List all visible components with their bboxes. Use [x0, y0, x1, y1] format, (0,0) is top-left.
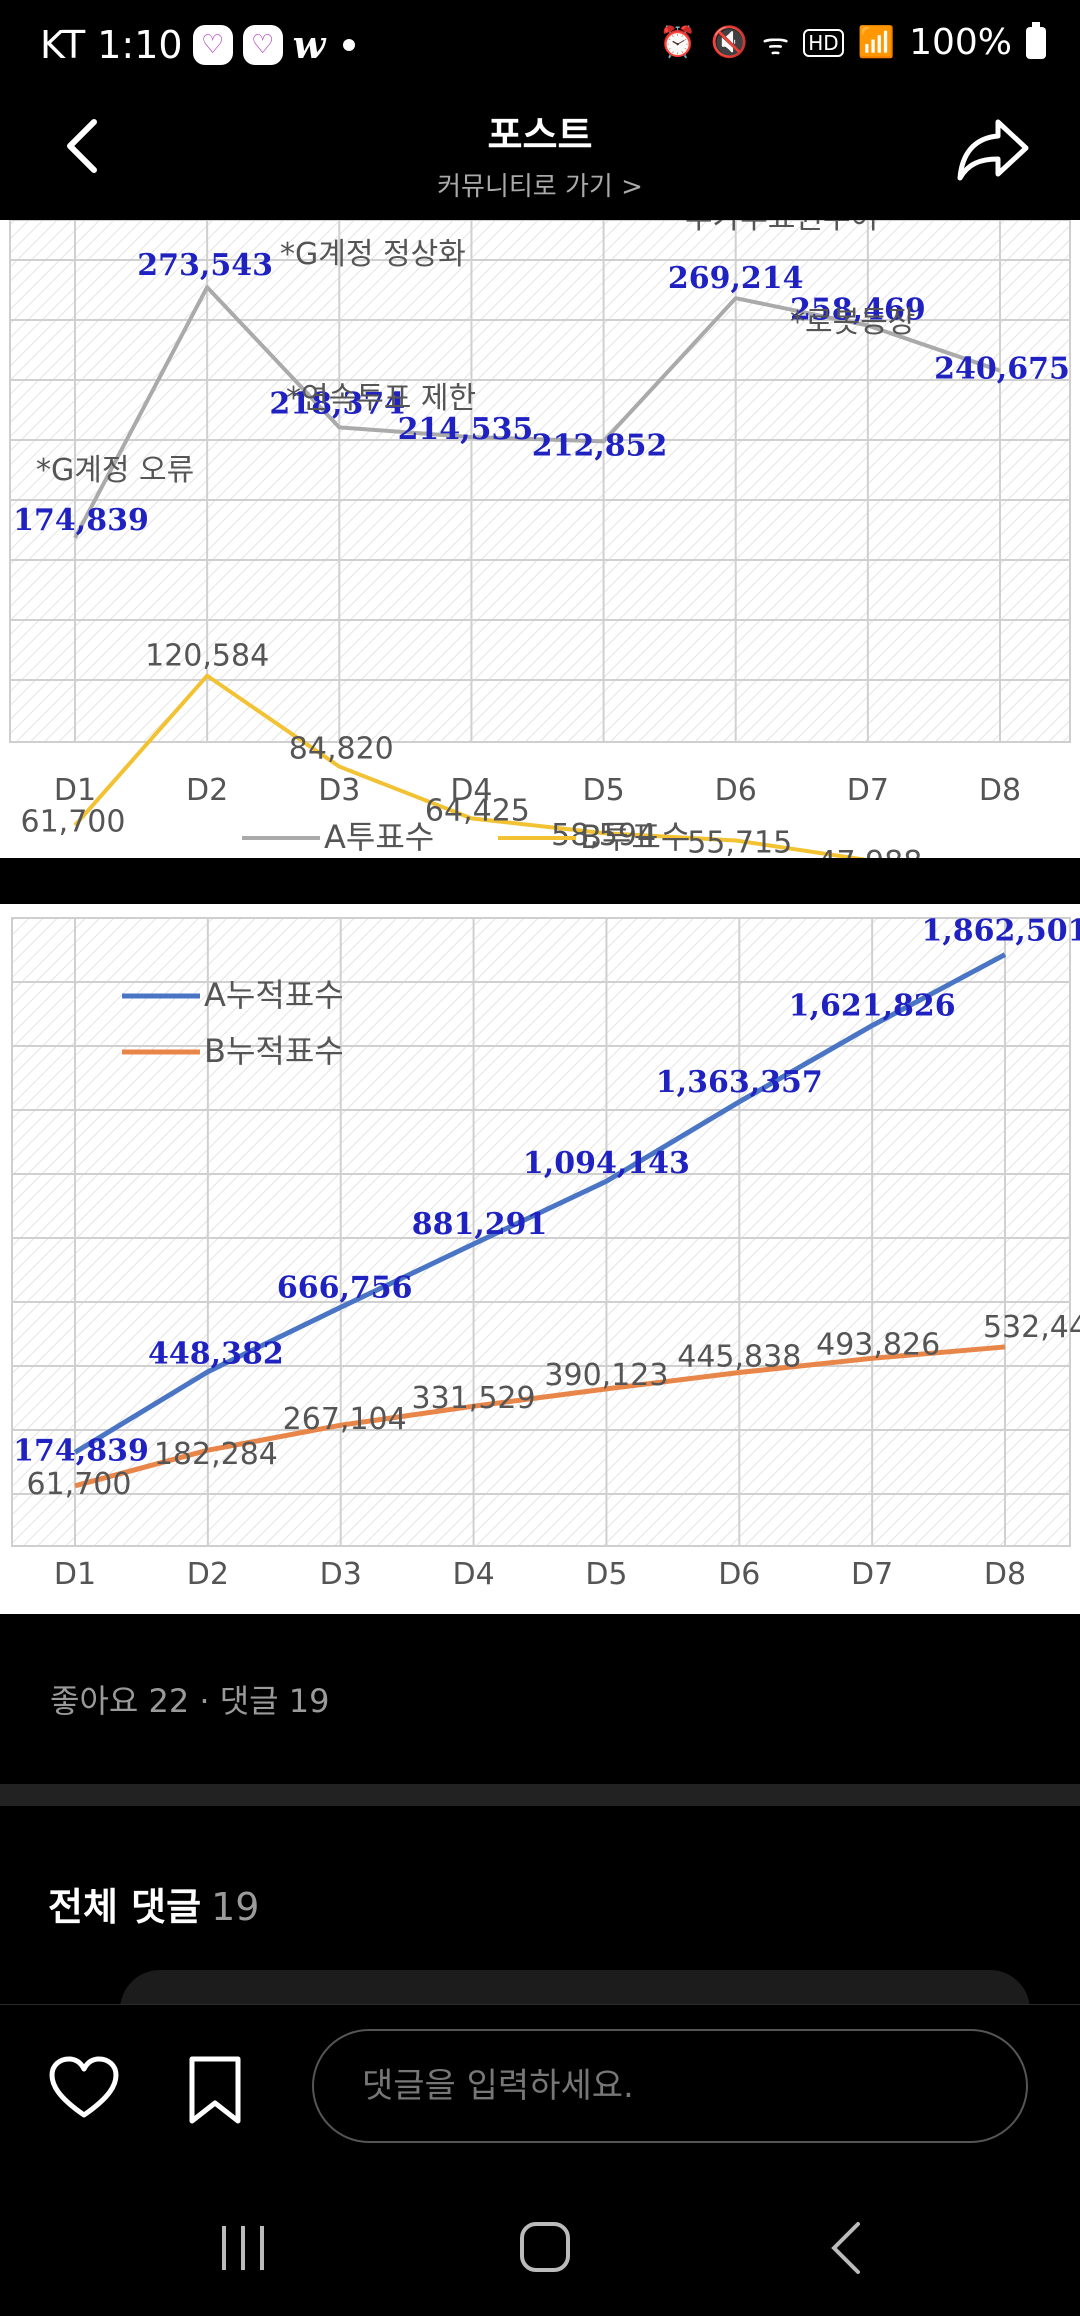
data-label-b: 61,700	[27, 1467, 132, 1502]
data-label-a: 448,382	[148, 1337, 284, 1372]
x-tick-label: D3	[320, 1557, 362, 1592]
x-tick-label: D5	[582, 773, 624, 808]
comment-input[interactable]	[312, 2029, 1028, 2143]
comments-title: 전체 댓글	[48, 1885, 202, 1929]
data-label-a: 1,621,826	[789, 989, 956, 1024]
annotation-g-error: *G계정 오류	[36, 453, 194, 488]
data-label-a: 174,839	[13, 503, 149, 538]
data-label-b: 55,715	[687, 825, 792, 858]
data-label-a: 666,756	[277, 1270, 413, 1305]
heart-icon[interactable]	[48, 2053, 120, 2125]
status-left: KT 1:10 ♡ ♡ w	[40, 22, 356, 67]
data-label-b: 493,826	[816, 1327, 940, 1362]
status-bar: KT 1:10 ♡ ♡ w ⏰ 🔇 ᯤ HD 📶 100%	[0, 0, 1080, 96]
x-tick-label: D1	[54, 773, 96, 808]
nav-back-icon[interactable]	[826, 2220, 866, 2276]
annotation-robot: *로봇등장	[790, 305, 915, 340]
home-icon[interactable]	[518, 2220, 572, 2274]
data-label-a: 218,374	[269, 386, 405, 421]
data-label-b: 84,820	[289, 732, 394, 767]
x-tick-label: D4	[452, 1557, 494, 1592]
x-tick-label: D7	[847, 773, 889, 808]
series-line-a	[73, 285, 1001, 539]
data-label-a: 214,535	[398, 412, 534, 447]
data-label-a: 1,094,143	[523, 1146, 690, 1181]
signal-icon: 📶	[857, 25, 896, 60]
w-app-icon: w	[292, 22, 326, 67]
data-label-a: 240,675	[934, 352, 1070, 387]
data-label-b: 445,838	[677, 1339, 801, 1374]
data-label-a: 212,852	[532, 428, 668, 463]
series-line-a	[73, 952, 1007, 1455]
x-tick-label: D8	[984, 1557, 1026, 1592]
x-tick-label: D8	[979, 773, 1021, 808]
annotation-limit: *연속투표 제한	[286, 381, 476, 416]
page-title: 포스트	[487, 113, 593, 157]
comments-count: 19	[211, 1885, 260, 1929]
cumulative-votes-chart: 174,839 448,382 666,756 881,291 1,094,143 1,3…	[0, 904, 1080, 1614]
alarm-icon: ⏰	[659, 25, 697, 60]
x-tick-label: D2	[187, 1557, 229, 1592]
hd-icon: HD	[803, 28, 844, 57]
back-arrow-icon[interactable]	[56, 116, 116, 176]
x-tick-label: D3	[318, 773, 360, 808]
data-label-b: 64,425	[425, 793, 530, 828]
recent-apps-icon[interactable]	[218, 2222, 268, 2274]
data-label-b: 532,440	[983, 1310, 1080, 1345]
share-icon[interactable]	[954, 114, 1032, 184]
legend-b-label: B투표수	[580, 818, 690, 856]
annotation-extra-vote: 추가투표권부여	[685, 220, 878, 236]
notification-dot-icon	[343, 38, 356, 51]
data-label-a: 269,214	[668, 261, 804, 296]
system-nav-bar	[0, 2184, 1080, 2316]
series-line-b	[74, 1344, 1006, 1489]
data-label-a: 1,363,357	[656, 1065, 823, 1100]
section-divider	[0, 1784, 1080, 1806]
data-label-a: 273,543	[137, 248, 273, 283]
carrier-time: KT 1:10	[40, 22, 183, 67]
data-label-b: 120,584	[145, 639, 269, 674]
x-tick-label: D2	[186, 773, 228, 808]
data-label-b: 331,529	[412, 1381, 536, 1416]
data-label-b: 61,700	[21, 804, 126, 839]
plot-area	[11, 917, 1071, 1547]
bookmark-icon[interactable]	[182, 2055, 248, 2125]
x-tick-label: D6	[718, 1557, 760, 1592]
data-label-b: 182,284	[154, 1437, 278, 1472]
data-label-b: 267,104	[283, 1402, 407, 1437]
legend-a-label: A투표수	[324, 818, 434, 856]
heart-app-icon: ♡	[192, 24, 233, 65]
community-link[interactable]: 커뮤니티로 가기 >	[437, 172, 643, 202]
x-tick-label: D4	[450, 773, 492, 808]
comments-heading: 전체 댓글 19	[48, 1876, 259, 1931]
data-label-b: 47,988	[817, 845, 922, 858]
bottom-action-bar	[0, 2004, 1080, 2185]
plot-area	[9, 220, 1071, 743]
battery-icon	[1026, 21, 1046, 59]
wifi-icon: ᯤ	[761, 27, 790, 62]
header: 포스트 커뮤니티로 가기 >	[0, 96, 1080, 220]
data-label-a: 258,469	[790, 292, 926, 327]
data-label-a: 1,862,501	[921, 914, 1080, 949]
data-label-a: 174,839	[13, 1433, 149, 1468]
battery-text: 100%	[909, 22, 1012, 63]
x-tick-label: D1	[54, 1557, 96, 1592]
legend-b-label: B누적표수	[204, 1032, 344, 1070]
post-stats: 좋아요 22 · 댓글 19	[50, 1682, 330, 1720]
series-line-b	[73, 673, 868, 858]
data-label-b: 58,594	[551, 818, 656, 853]
data-label-b: 390,123	[544, 1358, 668, 1393]
daily-votes-chart: 174,839 273,543 218,374 214,535 212,852 269,2…	[0, 220, 1080, 858]
legend-a-label: A누적표수	[204, 976, 344, 1014]
heart-app-icon: ♡	[242, 24, 283, 65]
mute-icon: 🔇	[710, 25, 748, 60]
x-tick-label: D7	[851, 1557, 893, 1592]
annotation-g-normal: *G계정 정상화	[280, 237, 466, 272]
data-label-a: 881,291	[412, 1207, 548, 1242]
cumulative-votes-chart-svg: 174,839 448,382 666,756 881,291 1,094,143 1,3…	[11, 914, 1080, 1592]
status-right: ⏰ 🔇 ᯤ HD 📶 100%	[659, 21, 1046, 63]
x-tick-label: D5	[585, 1557, 627, 1592]
x-tick-label: D6	[715, 773, 757, 808]
